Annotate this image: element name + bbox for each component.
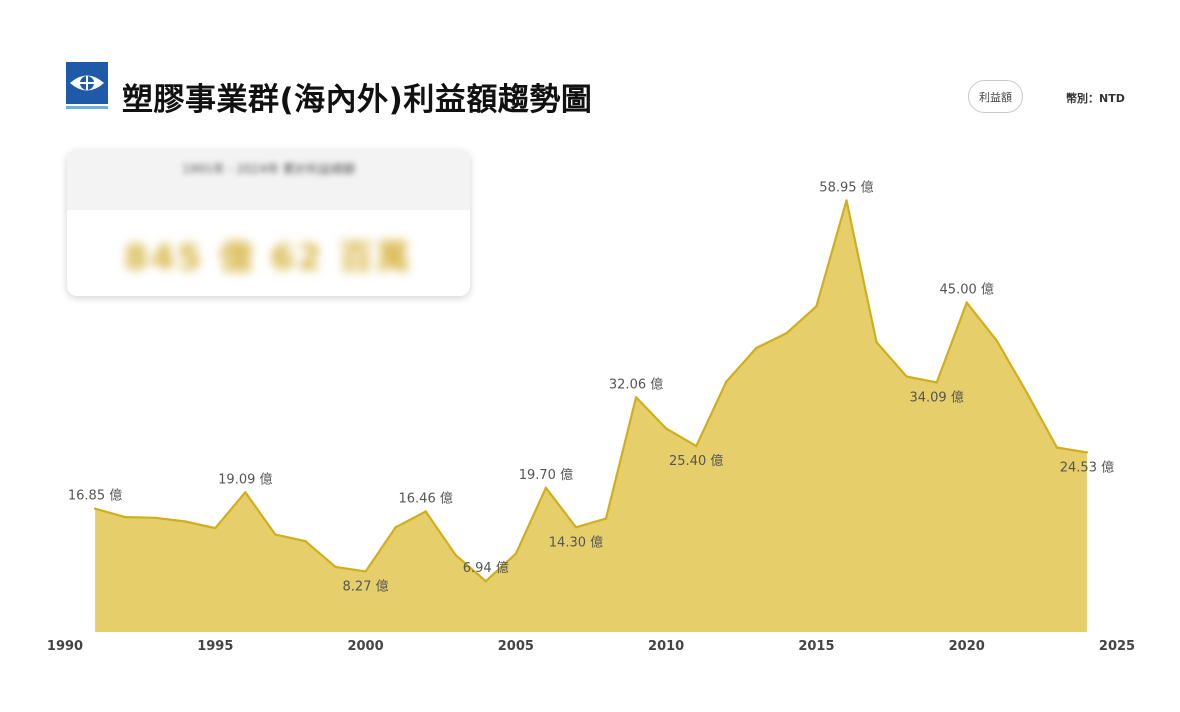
data-point-2008[interactable] bbox=[604, 517, 608, 520]
data-point-2004[interactable] bbox=[484, 580, 487, 583]
data-point-2000[interactable] bbox=[364, 570, 367, 573]
data-point-2003[interactable] bbox=[454, 553, 457, 557]
data-point-2015[interactable] bbox=[815, 305, 818, 308]
summary-card-heading: 1991年 - 2024年 累計利益總額 bbox=[182, 162, 355, 176]
logo-underline bbox=[66, 106, 108, 109]
data-label-1991: 16.85 億 bbox=[68, 488, 122, 504]
data-label-2004: 6.94 億 bbox=[463, 560, 509, 576]
data-point-1992[interactable] bbox=[123, 515, 127, 519]
data-point-1991[interactable] bbox=[93, 507, 97, 510]
x-tick-1990: 1990 bbox=[47, 639, 83, 654]
data-point-2013[interactable] bbox=[755, 346, 758, 350]
data-point-2016[interactable] bbox=[845, 199, 848, 202]
x-tick-2005: 2005 bbox=[498, 639, 534, 654]
data-label-2011: 25.40 億 bbox=[669, 453, 723, 469]
profit-tab-button[interactable]: 利益額 bbox=[968, 80, 1023, 113]
data-label-2007: 14.30 億 bbox=[549, 534, 603, 550]
data-point-2007[interactable] bbox=[574, 526, 578, 529]
data-point-2014[interactable] bbox=[785, 332, 788, 335]
data-label-1996: 19.09 億 bbox=[218, 471, 272, 487]
x-tick-2000: 2000 bbox=[347, 639, 383, 654]
logo-cross bbox=[80, 76, 94, 90]
data-label-2020: 45.00 億 bbox=[940, 282, 994, 298]
data-point-1997[interactable] bbox=[274, 533, 277, 536]
data-label-2000: 8.27 億 bbox=[343, 578, 389, 594]
x-tick-2025: 2025 bbox=[1099, 639, 1135, 654]
page-title: 塑膠事業群(海內外)利益額趨勢圖 bbox=[122, 82, 593, 118]
data-point-1998[interactable] bbox=[304, 540, 307, 543]
data-label-2016: 58.95 億 bbox=[819, 179, 873, 195]
data-point-2022[interactable] bbox=[1025, 391, 1029, 394]
area-fill bbox=[95, 200, 1087, 632]
data-point-1995[interactable] bbox=[214, 526, 217, 530]
data-point-2021[interactable] bbox=[995, 339, 998, 342]
x-tick-2015: 2015 bbox=[798, 639, 834, 654]
data-point-2009[interactable] bbox=[634, 396, 638, 399]
data-label-2024: 24.53 億 bbox=[1060, 459, 1114, 475]
data-point-2012[interactable] bbox=[725, 380, 728, 383]
x-tick-1995: 1995 bbox=[197, 639, 233, 654]
data-label-2019: 34.09 億 bbox=[909, 389, 963, 405]
data-point-2011[interactable] bbox=[695, 444, 698, 448]
x-tick-2010: 2010 bbox=[648, 639, 684, 654]
data-point-2017[interactable] bbox=[875, 340, 878, 344]
data-point-2023[interactable] bbox=[1055, 446, 1059, 449]
data-point-1994[interactable] bbox=[184, 520, 187, 523]
data-point-2002[interactable] bbox=[424, 510, 427, 513]
data-point-1993[interactable] bbox=[154, 516, 157, 519]
currency-label: 幣別：NTD bbox=[1066, 92, 1125, 105]
x-tick-2020: 2020 bbox=[949, 639, 985, 654]
data-point-2020[interactable] bbox=[965, 301, 968, 304]
data-label-2009: 32.06 億 bbox=[609, 376, 663, 392]
data-point-2024[interactable] bbox=[1085, 451, 1089, 454]
data-point-2019[interactable] bbox=[935, 381, 938, 384]
data-point-1999[interactable] bbox=[334, 565, 337, 569]
area-line bbox=[94, 199, 1088, 583]
company-logo bbox=[66, 62, 108, 109]
data-label-2006: 19.70 億 bbox=[519, 467, 573, 483]
data-point-2018[interactable] bbox=[905, 375, 908, 378]
summary-card-value: 845 億 62 百萬 bbox=[124, 238, 413, 278]
data-point-2005[interactable] bbox=[514, 552, 518, 555]
data-point-2006[interactable] bbox=[544, 486, 548, 489]
summary-card-header bbox=[67, 150, 470, 210]
data-point-2001[interactable] bbox=[394, 526, 397, 529]
data-point-1996[interactable] bbox=[244, 491, 247, 494]
data-point-2010[interactable] bbox=[664, 427, 668, 430]
summary-card: 1991年 - 2024年 累計利益總額 845 億 62 百萬 bbox=[67, 150, 470, 296]
data-label-2002: 16.46 億 bbox=[399, 491, 453, 507]
